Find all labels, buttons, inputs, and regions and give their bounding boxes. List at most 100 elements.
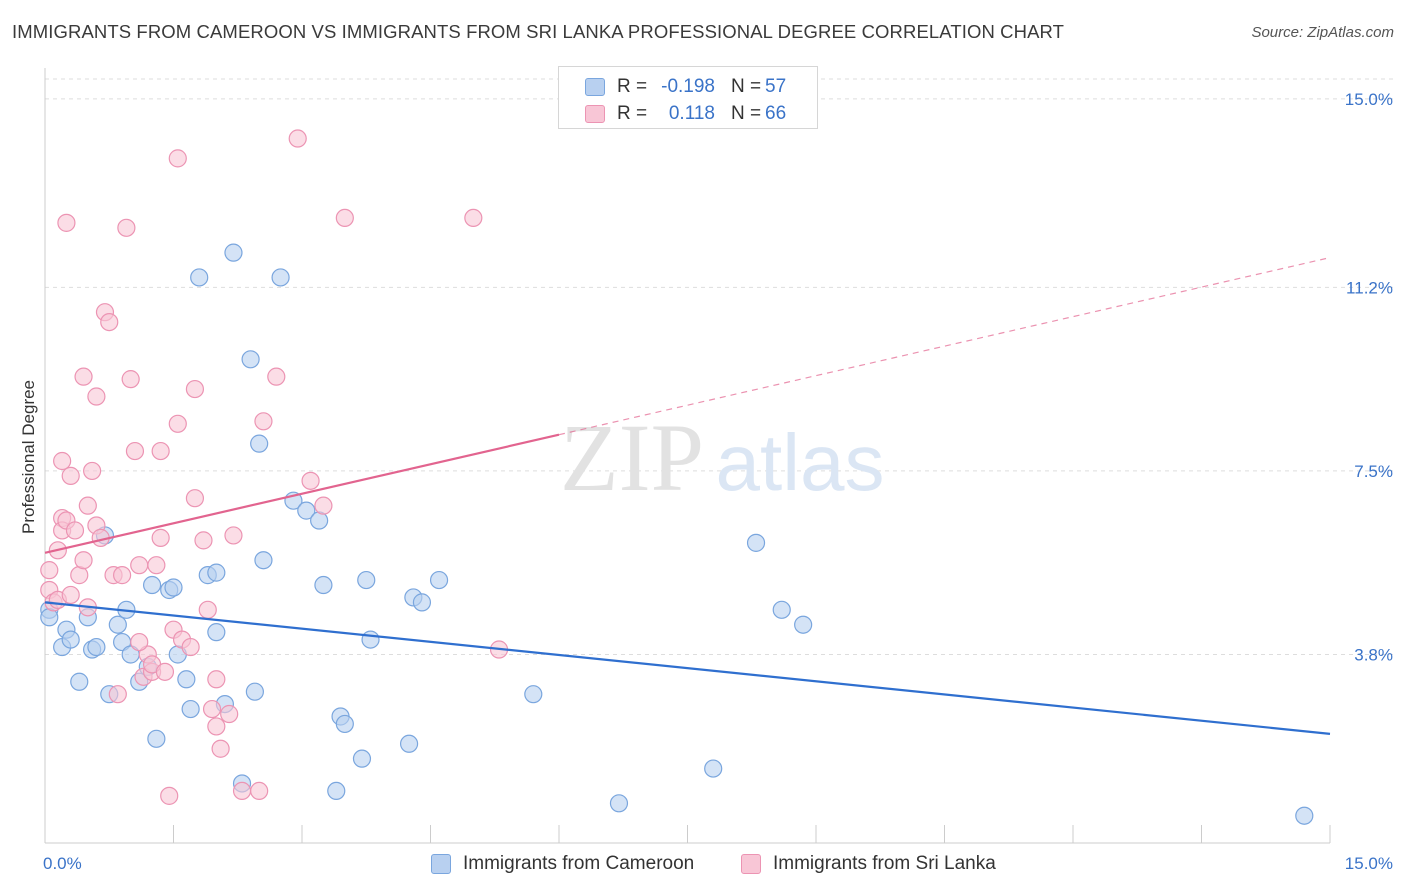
- cameroon-point: [271, 268, 290, 287]
- cameroon-point: [147, 729, 166, 748]
- srilanka-point: [40, 561, 59, 580]
- cameroon-point: [361, 630, 380, 649]
- cameroon-point: [524, 685, 543, 704]
- srilanka-point: [288, 129, 307, 148]
- srilanka-point: [130, 556, 149, 575]
- y-tick-label: 7.5%: [1354, 462, 1393, 481]
- data-points: [40, 129, 1314, 825]
- cameroon-swatch: [585, 78, 605, 96]
- srilanka-point: [121, 370, 140, 389]
- srilanka-point: [254, 412, 273, 431]
- stats-legend: R = -0.198 N = 57 R = 0.118 N = 66: [558, 66, 818, 129]
- r-label: R =: [617, 103, 648, 124]
- r-label: R =: [617, 76, 648, 97]
- srilanka-point: [160, 786, 179, 805]
- watermark-atlas: atlas: [716, 418, 885, 507]
- srilanka-point: [53, 451, 72, 471]
- cameroon-point: [609, 794, 629, 813]
- srilanka-swatch: [585, 105, 605, 123]
- y-tick-label: 15.0%: [1345, 90, 1393, 109]
- stats-row-srilanka: R = 0.118 N = 66: [559, 101, 817, 129]
- srilanka-point: [194, 531, 213, 550]
- cameroon-point: [357, 570, 376, 590]
- srilanka-point: [464, 208, 483, 228]
- cameroon-legend-swatch: [431, 854, 451, 874]
- cameroon-point: [1295, 806, 1314, 825]
- srilanka-point: [147, 556, 166, 575]
- cameroon-trend-line: [44, 601, 1331, 735]
- srilanka-point: [78, 496, 97, 515]
- cameroon-point: [746, 533, 766, 552]
- cameroon-point: [241, 350, 260, 369]
- srilanka-point: [117, 218, 136, 237]
- cameroon-point: [335, 714, 354, 734]
- srilanka-point: [198, 600, 217, 619]
- chart-title: IMMIGRANTS FROM CAMEROON VS IMMIGRANTS F…: [12, 21, 1065, 42]
- stats-row-cameroon: R = -0.198 N = 57: [559, 74, 817, 102]
- srilanka-point: [335, 208, 354, 228]
- cameroon-point: [190, 268, 209, 287]
- cameroon-point: [177, 670, 196, 689]
- n-value-srilanka: 66: [765, 103, 787, 124]
- cameroon-point: [70, 672, 89, 691]
- srilanka-point: [314, 496, 333, 515]
- srilanka-point: [185, 379, 205, 399]
- srilanka-point: [87, 387, 106, 406]
- srilanka-point: [83, 461, 102, 481]
- srilanka-point: [224, 526, 243, 545]
- r-value-srilanka: 0.118: [668, 103, 715, 124]
- watermark: ZIP atlas: [560, 404, 884, 511]
- srilanka-point: [108, 685, 127, 704]
- cameroon-point: [297, 501, 316, 520]
- srilanka-point: [211, 739, 230, 758]
- cameroon-point: [142, 575, 162, 595]
- cameroon-point: [61, 630, 80, 649]
- series-legend: Immigrants from Cameroon Immigrants from…: [0, 851, 1406, 879]
- cameroon-point: [412, 593, 432, 612]
- n-label: N =: [731, 103, 762, 124]
- legend-label-srilanka: Immigrants from Sri Lanka: [773, 853, 996, 874]
- legend-label-cameroon: Immigrants from Cameroon: [463, 853, 695, 874]
- r-value-cameroon: -0.198: [661, 76, 715, 97]
- srilanka-point: [267, 367, 286, 386]
- y-tick-label: 11.2%: [1346, 278, 1393, 297]
- cameroon-point: [207, 563, 226, 582]
- srilanka-point: [207, 670, 226, 689]
- srilanka-point: [155, 662, 175, 681]
- srilanka-point: [112, 566, 132, 585]
- n-value-cameroon: 57: [765, 76, 787, 97]
- cameroon-point: [429, 570, 449, 590]
- srilanka-point: [168, 414, 187, 433]
- srilanka-point: [61, 466, 80, 485]
- srilanka-point: [207, 717, 226, 736]
- y-axis-label: Professional Degree: [19, 380, 38, 534]
- source-credit: Source: ZipAtlas.com: [1251, 24, 1394, 41]
- cameroon-point: [794, 615, 813, 634]
- cameroon-point: [772, 600, 791, 619]
- cameroon-point: [327, 781, 346, 801]
- axes: 3.8% 7.5% 11.2% 15.0% 0.0% 15.0%: [43, 68, 1393, 873]
- srilanka-point: [181, 637, 200, 657]
- cameroon-point: [207, 623, 226, 642]
- x-tick-label-max: 15.0%: [1345, 854, 1393, 873]
- cameroon-point: [164, 578, 183, 597]
- trend-lines: [44, 257, 1331, 735]
- srilanka-legend-swatch: [741, 854, 761, 874]
- srilanka-point: [74, 551, 93, 570]
- srilanka-point: [301, 471, 320, 490]
- cameroon-point: [250, 434, 269, 453]
- cameroon-point: [245, 682, 264, 701]
- cameroon-point: [108, 615, 127, 634]
- srilanka-point: [74, 367, 93, 386]
- srilanka-point: [100, 312, 119, 332]
- srilanka-point: [168, 149, 187, 168]
- srilanka-trend-line: [44, 433, 560, 554]
- cameroon-point: [254, 551, 273, 570]
- x-tick-label-min: 0.0%: [43, 854, 82, 873]
- srilanka-point: [125, 441, 145, 461]
- srilanka-point: [65, 521, 85, 540]
- cameroon-point: [87, 637, 106, 657]
- cameroon-point: [224, 243, 243, 262]
- cameroon-point: [314, 575, 333, 595]
